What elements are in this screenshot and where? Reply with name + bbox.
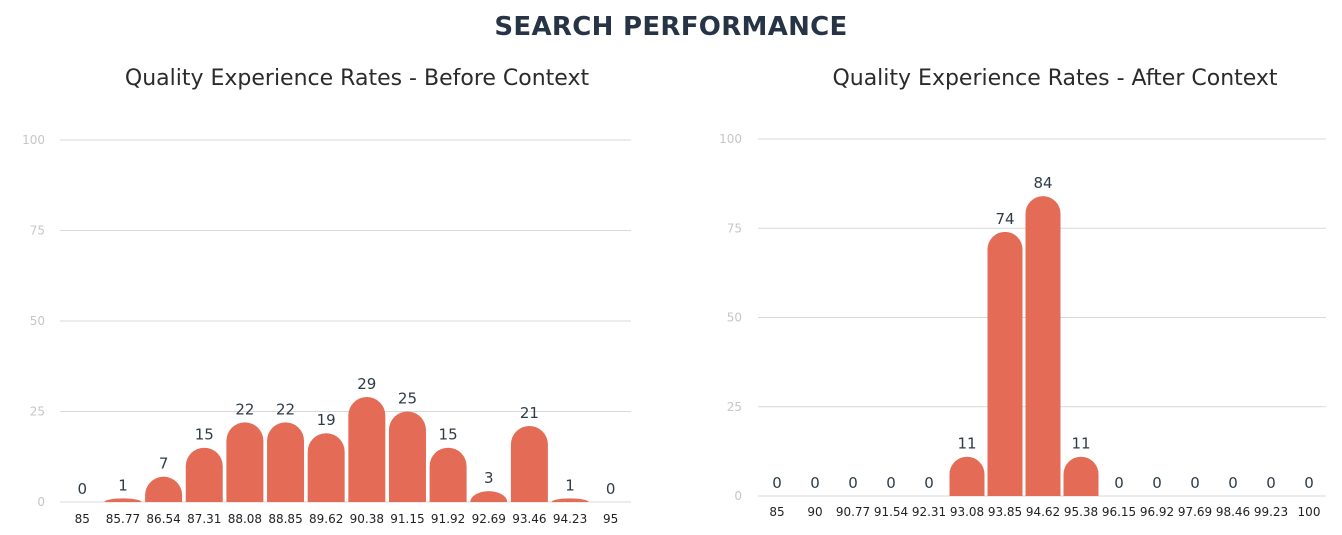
before-x-tick-label: 85.77 xyxy=(106,512,140,526)
after-x-tick-label: 100 xyxy=(1298,505,1321,519)
after-data-label: 11 xyxy=(1071,435,1090,453)
after-context-chart: Quality Experience Rates - After Context… xyxy=(690,0,1342,535)
before-y-tick-label: 100 xyxy=(22,133,45,147)
after-bar xyxy=(949,456,985,496)
before-y-tick-label: 50 xyxy=(30,314,45,328)
after-data-label: 84 xyxy=(1033,174,1052,192)
after-data-label: 74 xyxy=(995,210,1014,228)
after-x-tick-label: 85 xyxy=(769,505,784,519)
after-x-tick-label: 97.69 xyxy=(1178,505,1212,519)
before-bar xyxy=(348,397,386,502)
before-bar xyxy=(226,422,264,502)
before-x-tick-label: 93.46 xyxy=(512,512,546,526)
before-data-label: 1 xyxy=(118,476,128,494)
before-data-label: 0 xyxy=(78,480,88,498)
before-context-chart-title: Quality Experience Rates - Before Contex… xyxy=(124,66,590,91)
after-bar xyxy=(1025,196,1061,496)
before-data-label: 25 xyxy=(398,390,417,408)
after-x-tick-label: 90.77 xyxy=(836,505,870,519)
before-x-tick-label: 91.92 xyxy=(431,512,465,526)
before-bar xyxy=(104,498,142,502)
after-x-tick-label: 96.92 xyxy=(1140,505,1174,519)
before-data-label: 19 xyxy=(317,411,336,429)
after-x-tick-label: 99.23 xyxy=(1254,505,1288,519)
before-y-tick-label: 75 xyxy=(30,224,45,238)
before-bar xyxy=(267,422,305,502)
before-x-tick-label: 87.31 xyxy=(187,512,221,526)
after-data-label: 0 xyxy=(772,474,782,492)
after-x-tick-label: 95.38 xyxy=(1064,505,1098,519)
before-y-tick-label: 25 xyxy=(30,405,45,419)
after-x-tick-label: 91.54 xyxy=(874,505,908,519)
before-bar xyxy=(429,447,467,502)
after-x-tick-label: 92.31 xyxy=(912,505,946,519)
before-x-tick-label: 94.23 xyxy=(553,512,587,526)
before-data-label: 22 xyxy=(276,400,295,418)
after-data-label: 0 xyxy=(924,474,934,492)
before-x-tick-label: 92.69 xyxy=(472,512,506,526)
after-x-tick-label: 96.15 xyxy=(1102,505,1136,519)
after-x-tick-label: 93.08 xyxy=(950,505,984,519)
after-y-tick-label: 0 xyxy=(734,489,742,503)
after-bar xyxy=(987,231,1023,496)
before-x-tick-label: 95 xyxy=(603,512,618,526)
before-y-tick-label: 0 xyxy=(37,495,45,509)
before-x-tick-label: 90.38 xyxy=(350,512,384,526)
before-x-tick-label: 89.62 xyxy=(309,512,343,526)
before-bar xyxy=(145,476,183,502)
before-data-label: 15 xyxy=(439,426,458,444)
before-data-label: 0 xyxy=(606,480,616,498)
after-context-chart-title: Quality Experience Rates - After Context xyxy=(832,66,1278,91)
before-bar xyxy=(510,425,548,502)
before-context-chart: Quality Experience Rates - Before Contex… xyxy=(0,0,660,535)
after-bar xyxy=(1063,456,1099,496)
before-bar xyxy=(551,498,589,502)
before-data-label: 15 xyxy=(195,426,214,444)
after-data-label: 0 xyxy=(810,474,820,492)
after-context-chart-plot: 0 25 50 75 100 0 85 0 90 0 90.77 0 91.54 0 92.31 11 93.0… xyxy=(719,132,1326,519)
before-x-tick-label: 88.85 xyxy=(268,512,302,526)
after-data-label: 0 xyxy=(1266,474,1276,492)
after-data-label: 0 xyxy=(886,474,896,492)
after-data-label: 0 xyxy=(848,474,858,492)
after-data-label: 0 xyxy=(1152,474,1162,492)
page-title: SEARCH PERFORMANCE xyxy=(494,12,848,42)
after-x-tick-label: 93.85 xyxy=(988,505,1022,519)
after-data-label: 0 xyxy=(1190,474,1200,492)
before-bar xyxy=(470,491,508,502)
before-x-tick-label: 85 xyxy=(75,512,90,526)
after-data-label: 11 xyxy=(957,435,976,453)
before-data-label: 3 xyxy=(484,469,494,487)
after-y-tick-label: 100 xyxy=(719,132,742,146)
before-data-label: 1 xyxy=(565,476,575,494)
after-y-tick-label: 50 xyxy=(727,311,742,325)
before-x-tick-label: 86.54 xyxy=(146,512,180,526)
after-data-label: 0 xyxy=(1228,474,1238,492)
before-x-tick-label: 88.08 xyxy=(228,512,262,526)
after-data-label: 0 xyxy=(1114,474,1124,492)
before-context-chart-plot: 0 25 50 75 100 0 85 1 85.77 7 86.54 15 87.31 22 88.08 2… xyxy=(22,133,631,526)
before-data-label: 7 xyxy=(159,455,169,473)
after-x-tick-label: 90 xyxy=(807,505,822,519)
before-data-label: 22 xyxy=(235,400,254,418)
after-data-label: 0 xyxy=(1304,474,1314,492)
before-bar xyxy=(185,447,223,502)
before-x-tick-label: 91.15 xyxy=(390,512,424,526)
after-x-tick-label: 94.62 xyxy=(1026,505,1060,519)
after-y-tick-label: 25 xyxy=(727,400,742,414)
before-bar xyxy=(307,433,345,502)
after-x-tick-label: 98.46 xyxy=(1216,505,1250,519)
before-data-label: 21 xyxy=(520,404,539,422)
before-bar xyxy=(388,411,426,502)
before-data-label: 29 xyxy=(357,375,376,393)
after-y-tick-label: 75 xyxy=(727,221,742,235)
